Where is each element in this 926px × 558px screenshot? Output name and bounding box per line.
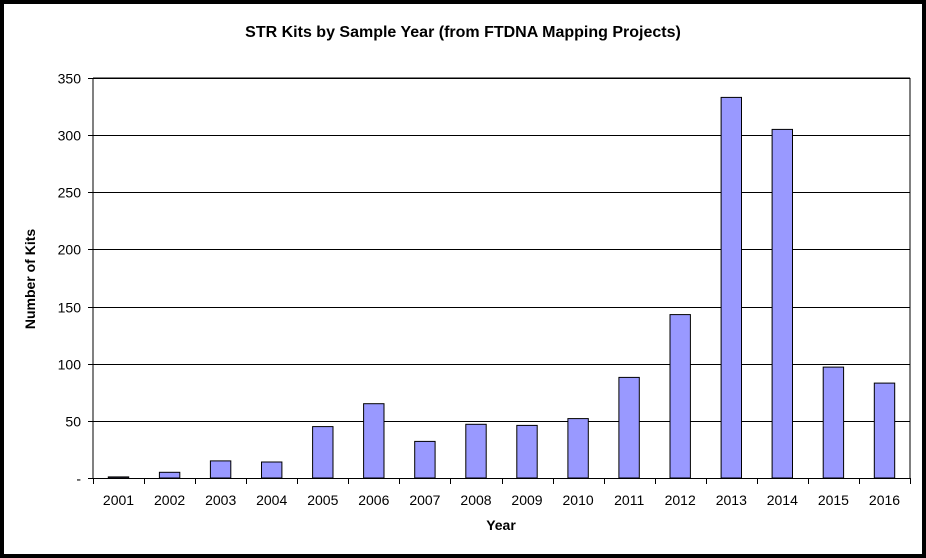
y-tick-label: 250: [58, 185, 82, 201]
x-tick-label: 2013: [716, 492, 747, 508]
bar-2012: [669, 314, 691, 479]
x-tick-label: 2011: [614, 492, 644, 508]
bar-2008: [465, 423, 487, 479]
x-tick-label: 2014: [767, 492, 798, 508]
x-tick-label: 2007: [409, 492, 440, 508]
x-tick-label: 2008: [460, 492, 491, 508]
x-tick-label: 2015: [818, 492, 849, 508]
y-tick-labels: - 50 100 150 200 250 300 350: [58, 71, 82, 487]
x-tick-label: 2002: [154, 492, 185, 508]
bar-2014: [771, 128, 793, 479]
bar-2011: [618, 376, 640, 479]
bar-2003: [209, 460, 232, 479]
y-tick-label: 300: [58, 128, 82, 144]
y-tick-label: -: [76, 471, 81, 487]
bar-2015: [822, 366, 845, 479]
y-axis-label: Number of Kits: [22, 229, 38, 330]
bars: [107, 96, 896, 479]
bar-2016: [873, 382, 896, 479]
chart-title: STR Kits by Sample Year (from FTDNA Mapp…: [245, 24, 681, 41]
chart: STR Kits by Sample Year (from FTDNA Mapp…: [22, 24, 911, 533]
bar-2006: [363, 403, 385, 479]
axes: [88, 77, 911, 484]
bar-2009: [516, 424, 538, 479]
x-tick-labels: 2001 2002 2003 2004 2005 2006 2007 2008 2009 2010…: [103, 492, 900, 508]
chart-frame: STR Kits by Sample Year (from FTDNA Mapp…: [4, 4, 922, 554]
bar-2001: [107, 476, 130, 479]
bar-2007: [414, 440, 436, 479]
x-tick-label: 2009: [511, 492, 542, 508]
bar-2002: [158, 471, 181, 479]
x-tick-label: 2010: [563, 492, 594, 508]
x-tick-label: 2016: [869, 492, 900, 508]
x-tick-label: 2005: [307, 492, 338, 508]
x-tick-label: 2012: [665, 492, 696, 508]
x-tick-label: 2001: [103, 492, 134, 508]
bar-2013: [720, 96, 742, 479]
y-tick-label: 150: [58, 300, 82, 316]
bar-2004: [261, 461, 283, 479]
x-axis-label: Year: [486, 517, 516, 533]
y-tick-label: 200: [58, 242, 82, 258]
bar-2005: [312, 426, 334, 479]
x-tick-label: 2006: [358, 492, 389, 508]
y-tick-label: 100: [58, 357, 82, 373]
x-tick-label: 2003: [205, 492, 236, 508]
bar-2010: [567, 418, 589, 479]
y-tick-label: 50: [65, 414, 81, 430]
y-tick-label: 350: [58, 71, 82, 87]
x-tick-label: 2004: [256, 492, 287, 508]
